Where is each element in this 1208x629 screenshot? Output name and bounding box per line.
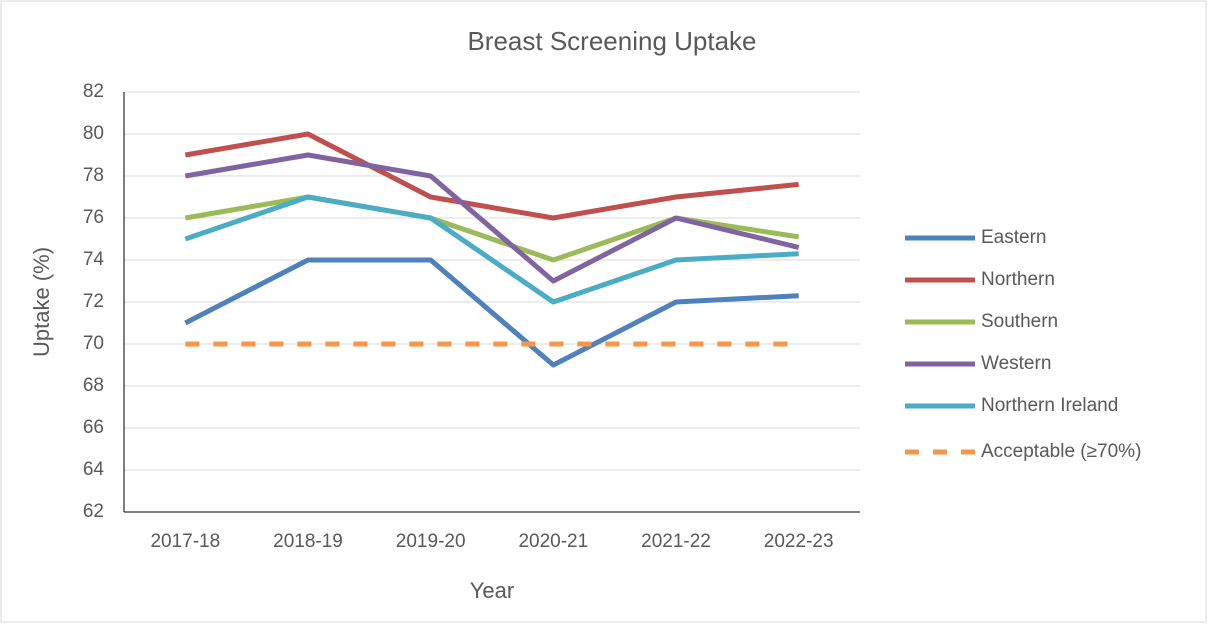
- x-axis-label: Year: [470, 578, 514, 603]
- series-line: [184, 131, 799, 221]
- legend-label: Southern: [981, 311, 1058, 332]
- y-tick-label: 80: [83, 123, 104, 144]
- y-tick-label: 70: [83, 333, 104, 354]
- series-line: [184, 152, 800, 284]
- legend-label: Northern Ireland: [981, 395, 1118, 416]
- y-tick-label: 82: [83, 81, 104, 102]
- y-tick-label: 72: [83, 291, 104, 312]
- legend-label: Eastern: [981, 227, 1046, 248]
- x-tick-label: 2021-22: [641, 531, 711, 552]
- y-tick-label: 76: [83, 207, 104, 228]
- x-tick-label: 2020-21: [518, 531, 588, 552]
- series-line: [184, 194, 799, 305]
- y-tick-label: 64: [83, 459, 105, 480]
- x-tick-label: 2018-19: [273, 531, 343, 552]
- y-tick-label: 66: [83, 417, 104, 438]
- chart-title: Breast Screening Uptake: [467, 26, 756, 56]
- x-tick-label: 2017-18: [150, 531, 220, 552]
- y-tick-label: 78: [83, 165, 104, 186]
- x-tick-label: 2019-20: [396, 531, 466, 552]
- legend-label: Acceptable (≥70%): [981, 441, 1141, 462]
- y-tick-label: 68: [83, 375, 104, 396]
- x-tick-label: 2022-23: [764, 531, 834, 552]
- y-tick-label: 62: [83, 501, 104, 522]
- legend-label: Northern: [981, 269, 1055, 290]
- legend-label: Western: [981, 353, 1051, 374]
- series-line: [184, 257, 799, 368]
- y-tick-label: 74: [83, 249, 105, 270]
- y-axis-label: Uptake (%): [29, 247, 54, 357]
